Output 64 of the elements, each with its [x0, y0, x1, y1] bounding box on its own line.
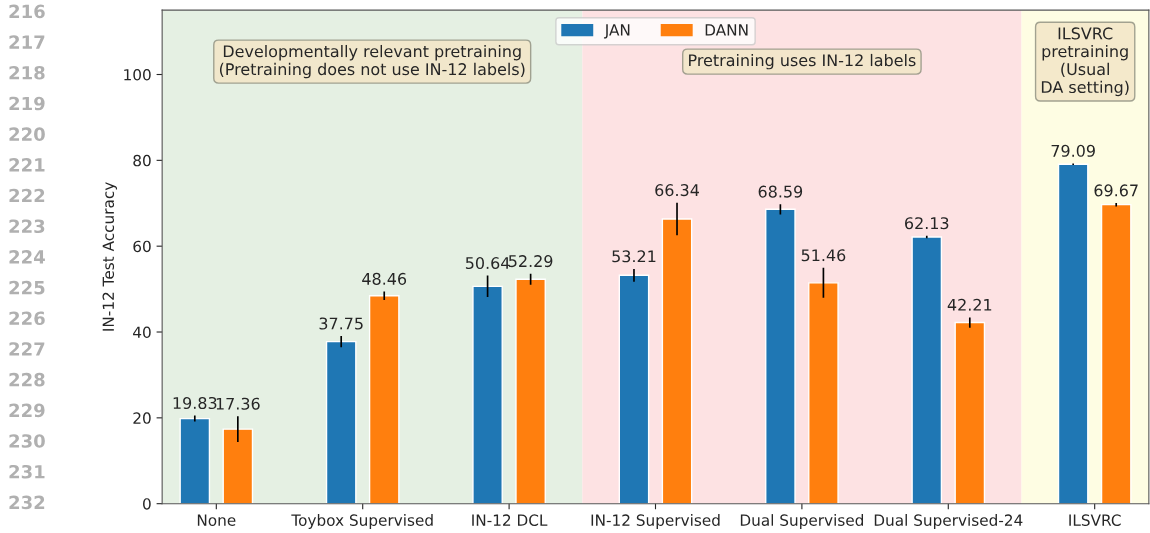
x-tick-label: Toybox Supervised [291, 514, 433, 529]
bar [179, 417, 211, 504]
data-label: 37.75 [319, 317, 363, 330]
text: 232 [9, 495, 45, 510]
y-tick-label: 0 [143, 498, 151, 510]
x-tick-label: IN-12 DCL [472, 514, 548, 526]
legend-label: DANN [705, 24, 748, 36]
data-label: 48.46 [362, 272, 407, 285]
text: 219 [9, 96, 45, 111]
text: 227 [9, 342, 45, 356]
text: 228 [9, 372, 45, 387]
data-label: 50.64 [465, 257, 510, 270]
y-axis-title: IN-12 Test Accuracy [102, 182, 118, 331]
x-tick-label: IN-12 Supervised [591, 514, 720, 529]
x-tick-label: None [197, 514, 236, 526]
text: 218 [9, 65, 45, 80]
band-label: Developmentally relevant pretraining (Pretraining does not use IN-12 labels) [219, 44, 525, 79]
bar [765, 208, 796, 504]
data-label: 51.46 [801, 249, 846, 262]
text: 222 [9, 188, 45, 203]
bar [661, 218, 693, 504]
bar [954, 321, 986, 504]
data-label: 17.36 [216, 397, 260, 410]
y-tick-label: 40 [133, 326, 151, 339]
bar [1100, 203, 1132, 504]
bar [368, 295, 400, 504]
data-label: 53.21 [612, 250, 656, 263]
text: 229 [9, 403, 45, 418]
x-tick-label: Dual Supervised [740, 514, 864, 529]
y-tick-label: 60 [133, 240, 151, 253]
y-tick-label: 80 [133, 154, 151, 167]
text: 217 [9, 35, 45, 49]
text: 231 [9, 464, 45, 479]
bar [472, 285, 503, 504]
text: 223 [9, 219, 45, 234]
y-tick-label: 100 [124, 68, 151, 81]
text: 216 [9, 4, 45, 19]
bar [618, 274, 650, 504]
text: 220 [9, 127, 45, 141]
data-label: 66.34 [655, 184, 699, 197]
band-label: Pretraining uses IN-12 labels [689, 53, 916, 70]
text: 230 [9, 434, 45, 448]
data-label: 79.09 [1051, 144, 1095, 157]
bar [911, 236, 943, 504]
data-label: 42.21 [947, 298, 992, 311]
bar [325, 340, 357, 504]
data-label: 19.83 [173, 396, 217, 410]
bar [808, 282, 839, 504]
data-label: 68.59 [758, 185, 803, 198]
text: 224 [9, 250, 45, 264]
bar [1057, 163, 1089, 504]
bar [515, 278, 546, 504]
data-label: 52.29 [509, 255, 553, 268]
x-tick-label: Dual Supervised-24 [874, 514, 1023, 529]
legend-label: JAN [603, 24, 630, 39]
y-tick-label: 20 [133, 412, 151, 424]
data-label: 69.67 [1094, 184, 1138, 197]
x-tick-label: ILSVRC [1069, 514, 1121, 526]
band-label: ILSVRC pretraining (Usual DA setting) [1041, 27, 1129, 97]
text: 221 [9, 158, 45, 172]
bar [222, 428, 254, 504]
text: 226 [9, 311, 45, 326]
data-label: 62.13 [905, 217, 949, 230]
text: 225 [9, 280, 45, 295]
